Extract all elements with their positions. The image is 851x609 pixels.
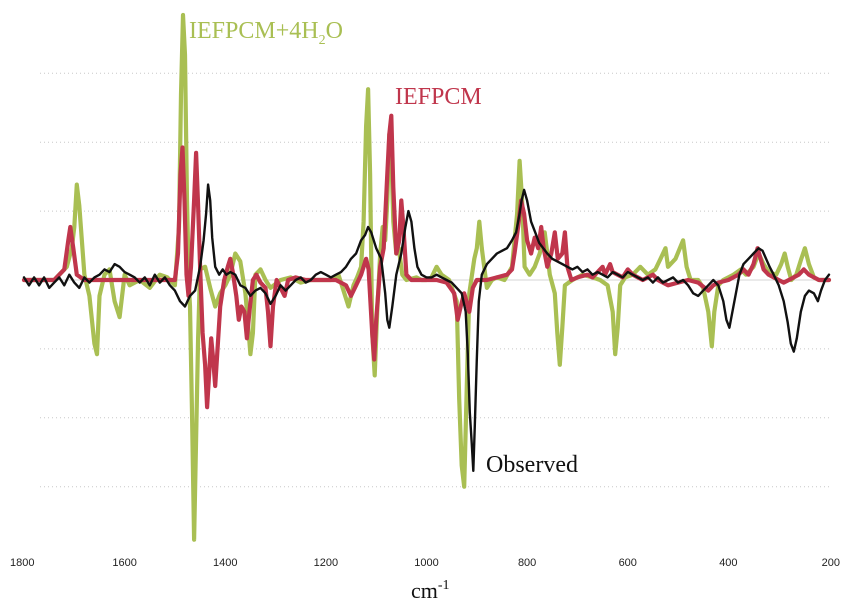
series-label-iefpcm: IEFPCM — [395, 84, 482, 110]
series-label-tail: O — [326, 18, 343, 44]
x-axis-label-sup: -1 — [438, 578, 450, 593]
series-line-observed — [22, 183, 831, 472]
x-tick-1800: 1800 — [10, 557, 34, 569]
series-line-iefpcm — [21, 113, 832, 410]
x-axis-label-main: cm — [411, 578, 438, 603]
series-label-observed: Observed — [486, 452, 578, 478]
x-axis-label: cm-1 — [411, 578, 450, 603]
series-label-main: IEFPCM+4H — [189, 18, 319, 44]
series-label-iefpcm-4h2o: IEFPCM+4H2O — [189, 18, 343, 48]
x-tick-1400: 1400 — [213, 557, 237, 569]
x-tick-200: 200 — [822, 557, 840, 569]
x-tick-800: 800 — [518, 557, 536, 569]
x-tick-labels: 1800 1600 1400 1200 1000 800 600 400 200 — [10, 557, 840, 569]
series-label-sub: 2 — [319, 33, 326, 48]
x-tick-600: 600 — [619, 557, 637, 569]
series-labels: IEFPCM+4H2O IEFPCM Observed — [189, 18, 578, 478]
x-tick-1600: 1600 — [112, 557, 136, 569]
x-tick-400: 400 — [719, 557, 737, 569]
x-tick-1200: 1200 — [314, 557, 338, 569]
x-tick-1000: 1000 — [414, 557, 438, 569]
series-lines — [21, 12, 832, 542]
